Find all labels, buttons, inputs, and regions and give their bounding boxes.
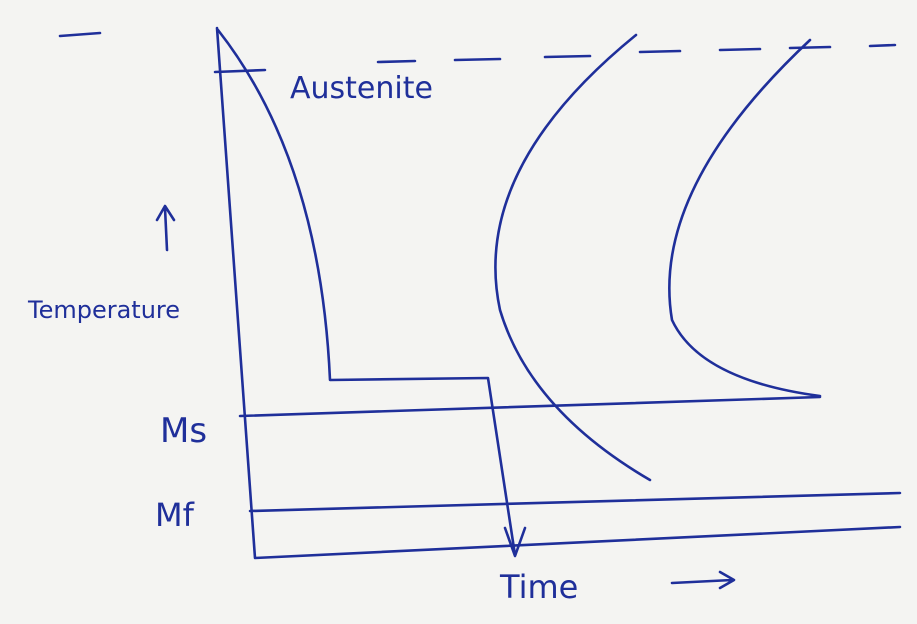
- ms-label: Ms: [160, 411, 207, 451]
- time-label: Time: [499, 568, 578, 606]
- austenite-label: Austenite: [290, 71, 433, 106]
- mf-label: Mf: [155, 496, 195, 534]
- temperature-label: Temperature: [27, 296, 180, 324]
- ttt-diagram: Austenite Temperature Ms Mf Time: [0, 0, 917, 624]
